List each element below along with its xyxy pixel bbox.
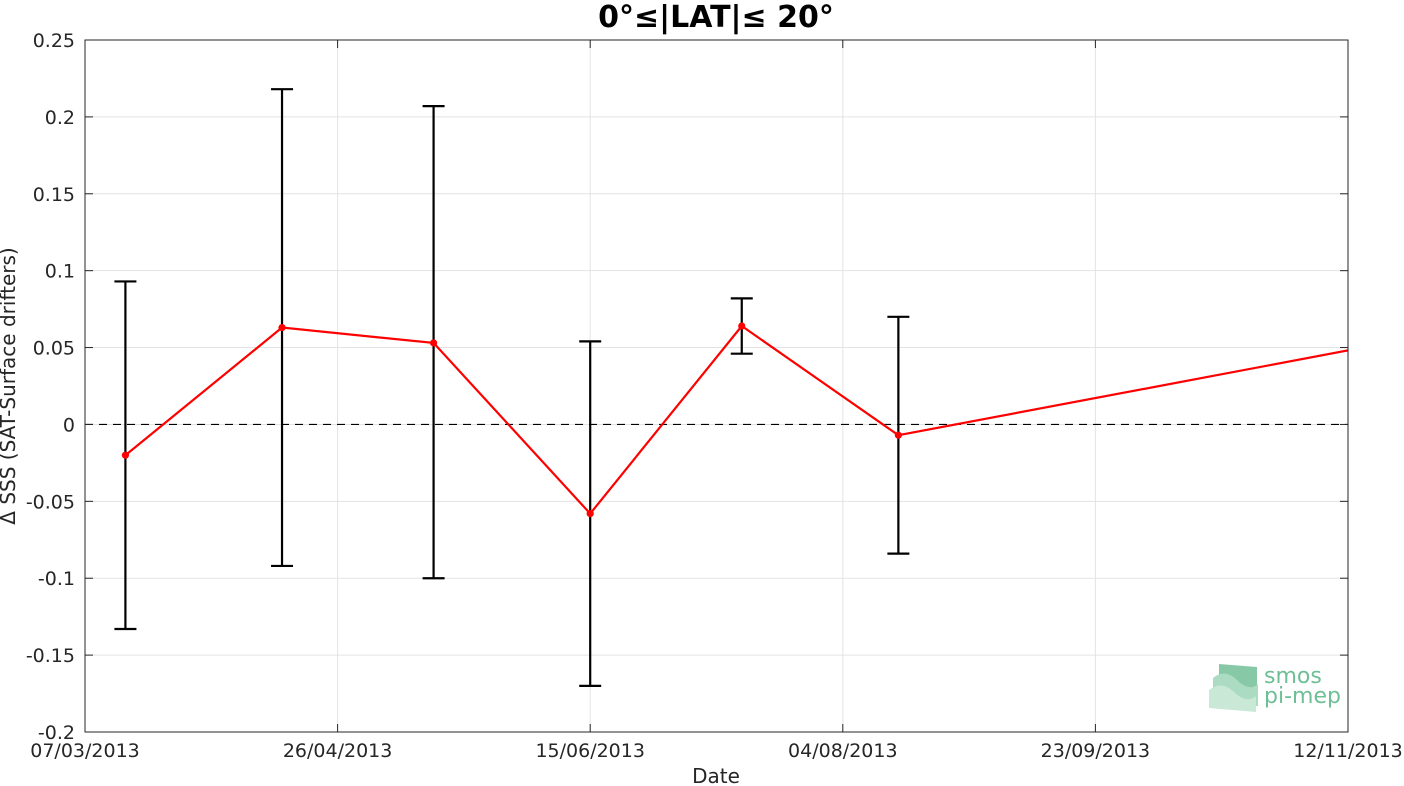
logo-line-1: smos [1264,664,1322,689]
x-tick-label: 15/06/2013 [535,740,645,762]
data-point [894,431,902,439]
y-tick-label: 0.2 [45,107,75,129]
data-point [738,322,746,330]
x-tick-label: 26/04/2013 [283,740,393,762]
x-tick-label: 23/09/2013 [1041,740,1151,762]
y-tick-label: 0 [63,414,75,436]
y-tick-label: -0.05 [26,491,75,513]
data-point [278,323,286,332]
error-bars [114,88,910,687]
logo-line-2: pi-mep [1264,684,1341,709]
y-axis-ticks: 0.25 0.2 0.15 0.1 0.05 0 -0.05 -0.1 -0.15 -0.2 [26,30,1348,744]
plot-area-frame [84,39,1349,733]
y-tick-label: 0.1 [45,261,75,283]
data-point [429,339,438,347]
chart-title: 0°≤|LAT|≤ 20° [598,0,834,35]
x-axis-label: Date [692,764,740,786]
x-tick-label: 04/08/2013 [788,740,898,762]
x-axis-ticks: 07/03/2013 26/04/2013 15/06/2013 04/08/2013… [30,40,1403,762]
x-tick-label: 07/03/2013 [30,740,140,762]
y-tick-label: 0.25 [33,30,75,52]
logo-waves-icon [1209,664,1258,712]
data-point [121,451,130,459]
y-tick-label: -0.2 [38,722,75,744]
smos-pi-mep-logo: smos pi-mep [1209,664,1341,712]
y-tick-label: -0.1 [38,568,75,590]
y-axis-label: Δ SSS (SAT-Surface drifters) [0,247,20,524]
y-tick-label: -0.15 [26,645,75,667]
y-tick-label: 0.15 [33,184,75,206]
series-line [121,322,1348,518]
x-tick-label: 12/11/2013 [1293,740,1403,762]
y-tick-label: 0.05 [33,338,75,360]
data-point [586,510,594,518]
